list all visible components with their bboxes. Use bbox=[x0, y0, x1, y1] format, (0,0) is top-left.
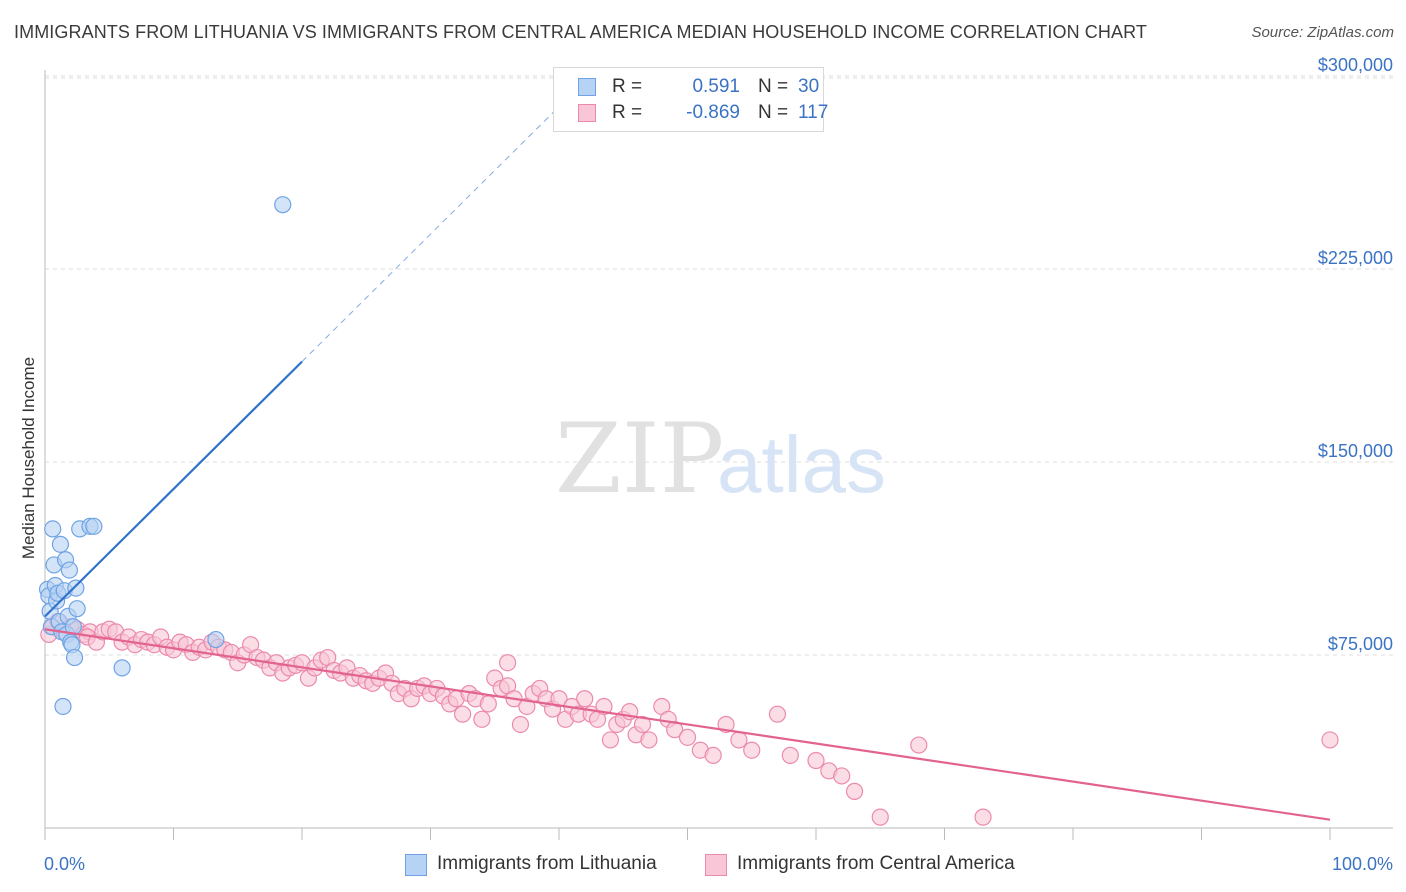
trend-line-central-america bbox=[44, 628, 1331, 821]
x-tick-label: 0.0% bbox=[44, 854, 85, 874]
point-lithuania bbox=[64, 618, 82, 636]
point-lithuania bbox=[67, 579, 85, 597]
axes bbox=[44, 70, 1393, 840]
point-central-america bbox=[511, 715, 530, 734]
legend-r-label: R = bbox=[612, 102, 643, 123]
legend-swatch-lithuania bbox=[578, 78, 596, 96]
watermark-zip: ZIP bbox=[555, 403, 724, 515]
point-central-america bbox=[717, 715, 735, 734]
point-central-america bbox=[678, 728, 697, 746]
y-axis-title: Median Household Income bbox=[19, 357, 38, 559]
point-central-america bbox=[704, 746, 722, 764]
bottom-legend-label-lithuania: Immigrants from Lithuania bbox=[437, 853, 657, 874]
point-lithuania bbox=[51, 535, 70, 553]
point-central-america bbox=[833, 767, 851, 785]
grid-lines bbox=[45, 75, 1393, 656]
point-central-america bbox=[473, 710, 491, 728]
source-label: Source: ZipAtlas.com bbox=[1251, 24, 1394, 41]
legend-r-value: 0.591 bbox=[692, 76, 740, 97]
point-lithuania bbox=[54, 697, 72, 716]
point-central-america bbox=[479, 695, 497, 713]
point-central-america bbox=[601, 731, 620, 749]
point-lithuania bbox=[113, 659, 131, 677]
point-lithuania bbox=[207, 630, 225, 649]
point-central-america bbox=[499, 654, 517, 672]
point-lithuania bbox=[60, 561, 79, 579]
point-central-america bbox=[454, 705, 472, 723]
point-lithuania bbox=[274, 196, 292, 214]
point-lithuania bbox=[44, 520, 62, 538]
legend-n-label: N = bbox=[758, 76, 789, 97]
point-lithuania bbox=[65, 648, 84, 667]
point-lithuania bbox=[68, 600, 86, 618]
trend-line-lithuania bbox=[44, 360, 303, 618]
point-central-america bbox=[633, 715, 652, 734]
point-central-america bbox=[781, 746, 799, 764]
legend-n-label: N = bbox=[758, 102, 789, 123]
trend-lines bbox=[44, 80, 1331, 821]
legend-r-label: R = bbox=[612, 76, 643, 97]
point-central-america bbox=[1321, 731, 1339, 749]
series-central-america-points bbox=[40, 612, 1339, 826]
chart-title: IMMIGRANTS FROM LITHUANIA VS IMMIGRANTS … bbox=[14, 22, 1147, 42]
correlation-legend: R = 0.591 N = 30 R = -0.869 N = 117 bbox=[553, 67, 828, 132]
point-central-america bbox=[640, 731, 658, 749]
point-central-america bbox=[807, 751, 825, 770]
bottom-legend-swatch-lithuania bbox=[405, 854, 427, 876]
point-central-america bbox=[845, 782, 864, 800]
point-central-america bbox=[576, 690, 594, 708]
point-central-america bbox=[743, 741, 761, 759]
x-tick-label: 100.0% bbox=[1332, 854, 1393, 874]
point-central-america bbox=[910, 736, 928, 754]
y-tick-label: $75,000 bbox=[1328, 634, 1393, 654]
point-central-america bbox=[550, 690, 568, 708]
legend-swatch-central-america bbox=[578, 104, 596, 122]
tick-labels: $75,000 $150,000 $225,000 $300,000 0.0% 100.0… bbox=[44, 55, 1393, 874]
point-central-america bbox=[871, 808, 889, 826]
legend-n-value: 117 bbox=[798, 102, 829, 123]
point-central-america bbox=[768, 705, 787, 723]
legend-n-value: 30 bbox=[798, 76, 820, 97]
series-lithuania-points bbox=[38, 196, 292, 716]
watermark-atlas: atlas bbox=[717, 420, 886, 509]
y-tick-label: $150,000 bbox=[1318, 441, 1393, 461]
point-central-america bbox=[974, 808, 992, 826]
point-central-america bbox=[730, 731, 748, 749]
bottom-legend-swatch-central-america bbox=[705, 854, 727, 876]
point-lithuania bbox=[85, 517, 103, 535]
legend-r-value: -0.869 bbox=[686, 102, 740, 123]
y-tick-label: $300,000 bbox=[1318, 55, 1393, 75]
bottom-legend-label-central-america: Immigrants from Central America bbox=[737, 853, 1015, 874]
y-tick-label: $225,000 bbox=[1318, 248, 1393, 268]
trend-line-lithuania-extension bbox=[301, 80, 586, 362]
